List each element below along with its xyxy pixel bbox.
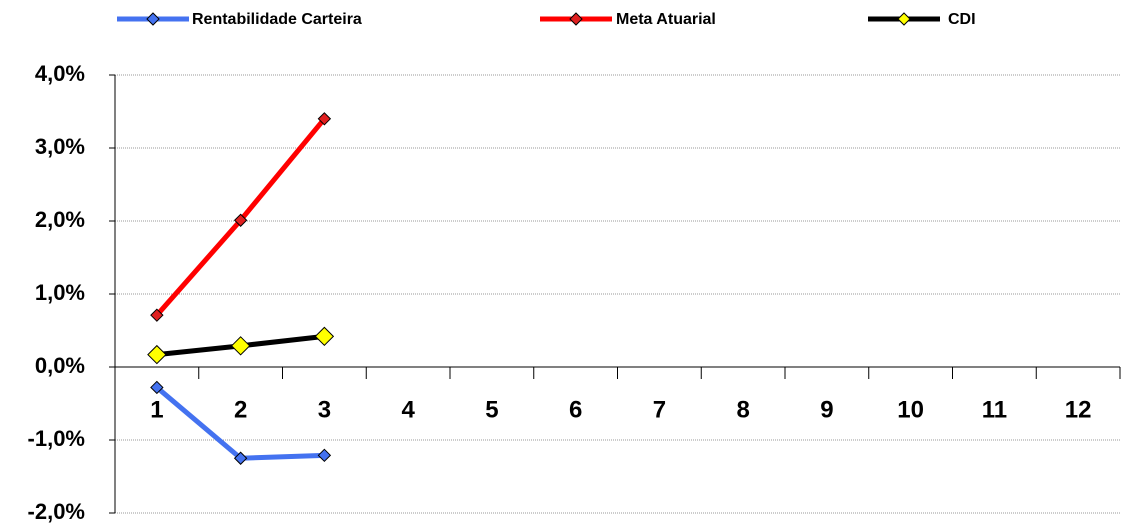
series-marker xyxy=(147,344,167,365)
y-tick-label: -2,0% xyxy=(28,499,85,524)
x-tick-label: 7 xyxy=(653,396,666,423)
x-tick-label: 1 xyxy=(150,396,163,423)
y-tick-label: 1,0% xyxy=(35,280,85,305)
legend-label: Meta Atuarial xyxy=(616,11,716,28)
x-tick-label: 10 xyxy=(897,396,924,423)
y-tick-label: -1,0% xyxy=(28,426,85,451)
legend-marker xyxy=(146,12,160,26)
legend-marker xyxy=(569,12,583,26)
x-tick-label: 3 xyxy=(318,396,331,423)
x-tick-label: 9 xyxy=(820,396,833,423)
legend-label: Rentabilidade Carteira xyxy=(192,11,362,28)
x-tick-label: 11 xyxy=(982,396,1007,423)
y-tick-label: 0,0% xyxy=(35,353,85,378)
x-tick-label: 4 xyxy=(401,396,415,423)
series-marker xyxy=(230,336,251,356)
x-tick-label: 2 xyxy=(234,396,247,423)
x-tick-label: 6 xyxy=(569,396,582,423)
x-tick-label: 8 xyxy=(736,396,749,423)
series-marker xyxy=(314,326,335,347)
series-marker xyxy=(150,380,164,395)
legend-marker xyxy=(897,12,911,26)
y-tick-label: 3,0% xyxy=(35,134,85,159)
legend-label: CDI xyxy=(948,11,976,28)
y-tick-label: 2,0% xyxy=(35,207,85,232)
series-marker xyxy=(150,308,164,322)
series-marker xyxy=(317,112,332,126)
series-marker xyxy=(233,451,248,465)
x-tick-label: 5 xyxy=(485,396,498,423)
series-marker xyxy=(317,448,332,463)
x-tick-label: 12 xyxy=(1065,396,1092,423)
y-tick-label: 4,0% xyxy=(35,61,85,86)
series-marker xyxy=(233,213,248,227)
